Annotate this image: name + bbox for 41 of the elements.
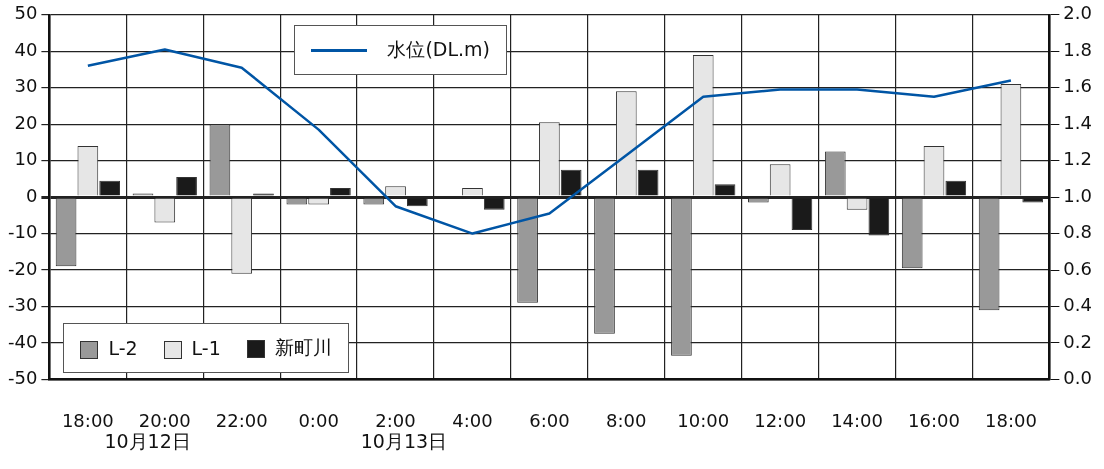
- y-tick-label: -30: [7, 294, 38, 316]
- y2-tick-label: 0.2: [1063, 330, 1093, 352]
- x-tick-label: 2:00: [375, 409, 416, 431]
- legend-label: 水位(DL.m): [386, 36, 490, 62]
- y-tick-label: -10: [7, 221, 38, 243]
- y-tick-label: -40: [7, 330, 38, 352]
- y2-tick-label: 1.8: [1063, 38, 1093, 60]
- y-tick-label: -50: [7, 367, 38, 389]
- x-tick-label: 18:00: [61, 409, 114, 431]
- legend-label: 新町川: [273, 335, 332, 361]
- y-tick-label: 50: [14, 2, 38, 24]
- y2-tick-label: 0.4: [1063, 294, 1093, 316]
- y-tick-label: 20: [14, 111, 38, 133]
- y-tick-label: 0: [25, 184, 38, 206]
- y2-tick-label: 0.0: [1063, 367, 1093, 389]
- x-tick-label: 12:00: [754, 409, 807, 431]
- y-tick-label: -20: [7, 257, 38, 279]
- legend-label: L-2: [107, 337, 138, 360]
- y-tick-label: 40: [14, 38, 38, 60]
- y2-tick-label: 2.0: [1063, 2, 1093, 24]
- y-tick-label: 30: [14, 75, 38, 97]
- x-tick-label: 16:00: [908, 409, 960, 431]
- x-tick-label: 8:00: [606, 409, 647, 431]
- text: 10月13日: [360, 429, 448, 455]
- legend-label: L-1: [190, 337, 221, 360]
- x-tick-label: 22:00: [215, 409, 268, 431]
- y2-tick-label: 1.0: [1063, 184, 1093, 206]
- x-tick-label: 10:00: [677, 409, 730, 431]
- y-tick-label: 10: [14, 148, 38, 170]
- x-tick-label: 14:00: [831, 409, 884, 431]
- y2-tick-label: 0.8: [1063, 221, 1093, 243]
- x-tick-label: 6:00: [529, 409, 570, 431]
- text: 10月12日: [104, 429, 191, 455]
- x-tick-label: 18:00: [984, 409, 1037, 431]
- x-tick-label: 20:00: [138, 409, 191, 431]
- y2-tick-label: 1.4: [1063, 111, 1093, 133]
- x-tick-label: 4:00: [452, 409, 493, 431]
- y2-tick-label: 1.2: [1063, 148, 1093, 170]
- x-tick-label: 0:00: [298, 409, 339, 431]
- y2-tick-label: 1.6: [1063, 75, 1093, 97]
- y2-tick-label: 0.6: [1063, 257, 1093, 279]
